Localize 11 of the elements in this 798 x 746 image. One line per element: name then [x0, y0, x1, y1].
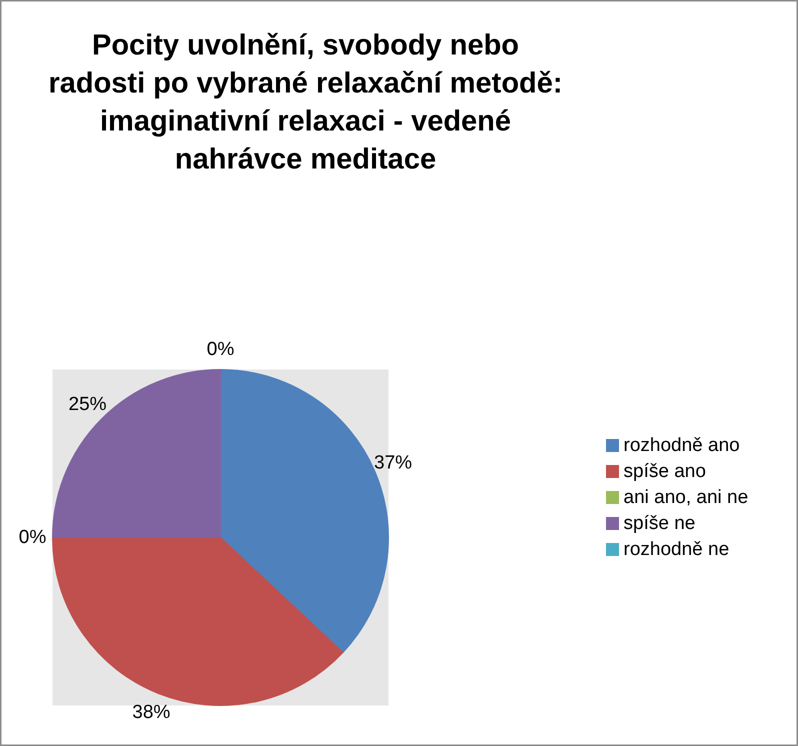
legend-label: rozhodně ano — [624, 435, 740, 456]
legend-label: rozhodně ne — [624, 539, 730, 560]
legend-label: spíše ne — [624, 513, 696, 534]
data-label: 37% — [374, 452, 412, 474]
legend-label: ani ano, ani ne — [624, 487, 748, 508]
chart-title: Pocity uvolnění, svobody nebo radosti po vybrané relaxační metodě: imaginativní relaxaci - vedené nahrávce meditace — [48, 30, 563, 176]
data-label: 25% — [68, 394, 107, 416]
legend-label: spíše ano — [624, 461, 706, 482]
data-label: 38% — [132, 702, 170, 723]
text: 0% — [18, 527, 46, 548]
text: 0% — [206, 339, 234, 360]
